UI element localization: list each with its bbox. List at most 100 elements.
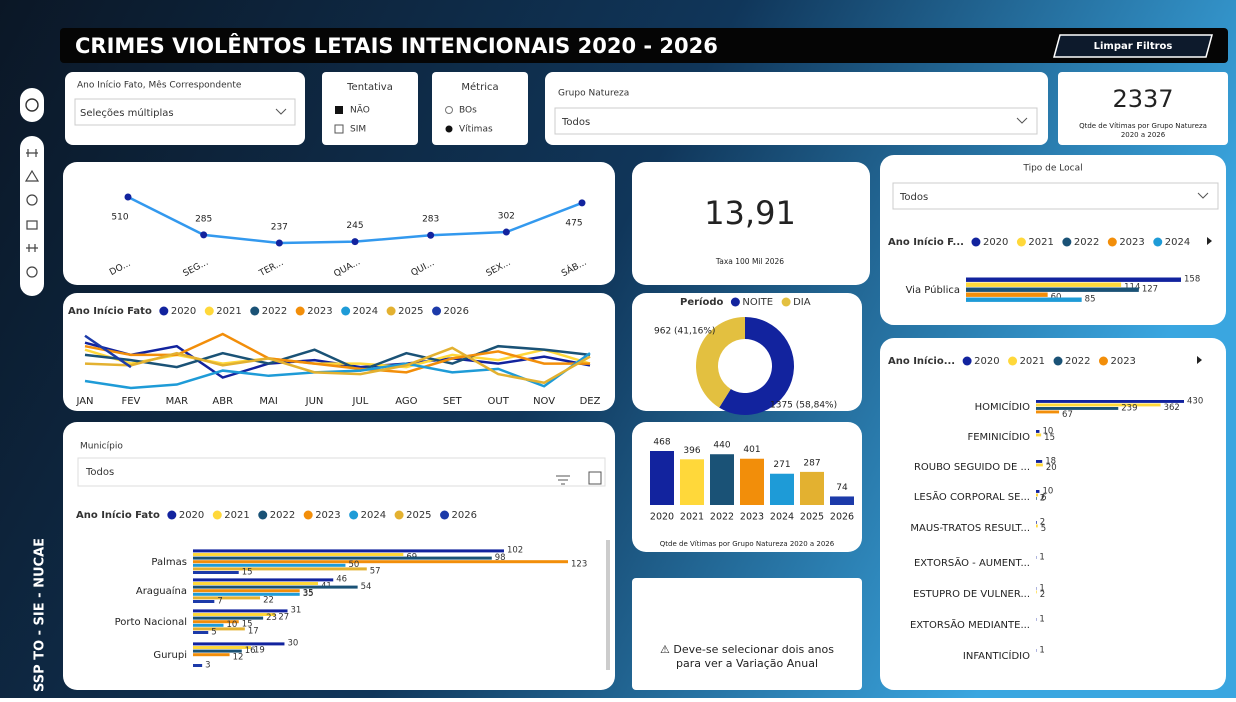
option[interactable]: BOs — [459, 106, 477, 116]
kpi-label: Qtde de Vítimas por Grupo Natureza — [1079, 122, 1207, 130]
legend-swatch — [213, 511, 222, 520]
data-label: 245 — [346, 221, 363, 231]
dropdown[interactable] — [78, 458, 605, 486]
option[interactable]: NÃO — [350, 105, 370, 116]
data-label: 1 — [1039, 614, 1044, 624]
legend-label: 2022 — [1065, 356, 1090, 367]
legend-label: 2022 — [1074, 237, 1099, 248]
checkbox[interactable] — [335, 106, 343, 114]
data-label: 401 — [743, 445, 760, 455]
point — [352, 238, 359, 245]
legend-swatch — [731, 298, 740, 307]
bar — [1036, 460, 1042, 463]
category-label: Gurupi — [153, 650, 187, 661]
bar — [193, 553, 403, 556]
data-label: 158 — [1184, 275, 1200, 285]
legend-swatch — [296, 307, 305, 316]
data-label: 302 — [498, 212, 515, 222]
legend-swatch — [1062, 238, 1071, 247]
data-label: 5 — [1041, 524, 1046, 534]
bar — [966, 278, 1181, 282]
bar — [1036, 521, 1037, 524]
data-label: 74 — [836, 483, 848, 493]
legend-label: 2023 — [307, 306, 332, 317]
x-tick-label: MAR — [166, 396, 188, 407]
legend-swatch — [1054, 357, 1063, 366]
bar — [1036, 497, 1037, 500]
radio[interactable] — [446, 126, 453, 133]
data-label: 475 — [565, 218, 582, 228]
dropdown-value[interactable]: Seleções múltiplas — [80, 107, 174, 119]
data-label: 54 — [361, 582, 372, 592]
legend-swatch — [304, 511, 313, 520]
data-label: 20 — [1046, 463, 1057, 473]
x-tick-label: JAN — [75, 396, 93, 407]
option[interactable]: Vítimas — [459, 125, 493, 135]
legend-swatch — [971, 238, 980, 247]
data-label: 15 — [242, 567, 253, 577]
x-tick-label: DEZ — [580, 396, 601, 407]
home-icon-bg[interactable] — [20, 88, 44, 122]
dropdown[interactable] — [555, 108, 1037, 134]
legend-swatch — [432, 307, 441, 316]
dropdown-value[interactable]: Todos — [561, 117, 590, 128]
data-label: 102 — [507, 546, 523, 556]
category-label: MAUS-TRATOS RESULT... — [910, 523, 1030, 534]
legend-label: 2023 — [315, 510, 340, 521]
data-label: 1 — [1039, 552, 1044, 562]
data-label: 285 — [195, 214, 212, 224]
data-label: 22 — [263, 596, 274, 606]
legend-label: 2023 — [1110, 356, 1135, 367]
legend-label: 2021 — [1020, 356, 1045, 367]
legend-swatch — [395, 511, 404, 520]
scrollbar — [606, 540, 610, 670]
clear-button-label[interactable]: Limpar Filtros — [1094, 41, 1173, 52]
legend-swatch — [963, 357, 972, 366]
dropdown[interactable] — [893, 183, 1218, 209]
option[interactable]: SIM — [350, 125, 366, 135]
filter-label: Município — [80, 442, 123, 452]
bar — [710, 454, 734, 505]
bar — [1036, 591, 1037, 594]
legend-label: 2021 — [216, 306, 241, 317]
bar — [193, 582, 318, 585]
data-label: 23 — [266, 613, 277, 623]
x-tick-label: SET — [443, 396, 463, 407]
bar — [1036, 404, 1161, 407]
data-label: 3 — [205, 660, 210, 670]
point — [579, 199, 586, 206]
legend-swatch — [167, 511, 176, 520]
bar — [193, 627, 245, 630]
data-label: 12 — [233, 653, 244, 663]
legend-swatch — [1008, 357, 1017, 366]
bar — [193, 549, 504, 552]
legend-title: Período — [680, 296, 723, 308]
kpi-value: 2337 — [1112, 85, 1173, 113]
note: ⚠ Deve-se selecionar dois anos — [660, 643, 834, 656]
data-label: 440 — [713, 441, 730, 451]
category-label: Porto Nacional — [115, 617, 187, 628]
filter-label: Métrica — [461, 81, 498, 93]
category-label: LESÃO CORPORAL SE... — [914, 490, 1030, 503]
data-label: 30 — [287, 639, 298, 649]
bar — [193, 642, 284, 645]
legend-title: Ano Início Fato — [76, 509, 160, 521]
bar — [966, 283, 1121, 287]
data-label: 16 — [245, 646, 256, 656]
dropdown-value[interactable]: Todos — [899, 192, 928, 203]
filter-label: Tipo de Local — [1022, 164, 1082, 174]
x-tick-label: 2025 — [800, 512, 824, 523]
x-tick-label: 2020 — [650, 512, 674, 523]
data-label: 46 — [336, 575, 347, 585]
category-label: Palmas — [151, 557, 187, 568]
point — [125, 194, 132, 201]
legend-label: DIA — [793, 297, 811, 308]
data-label: 85 — [1085, 295, 1096, 305]
bar — [650, 451, 674, 505]
data-label: 1375 (58,84%) — [770, 401, 837, 411]
legend-title: Ano Início F... — [888, 236, 964, 248]
data-label: 2 — [1040, 493, 1045, 503]
dropdown-value[interactable]: Todos — [85, 467, 114, 478]
data-label: 31 — [291, 606, 302, 616]
